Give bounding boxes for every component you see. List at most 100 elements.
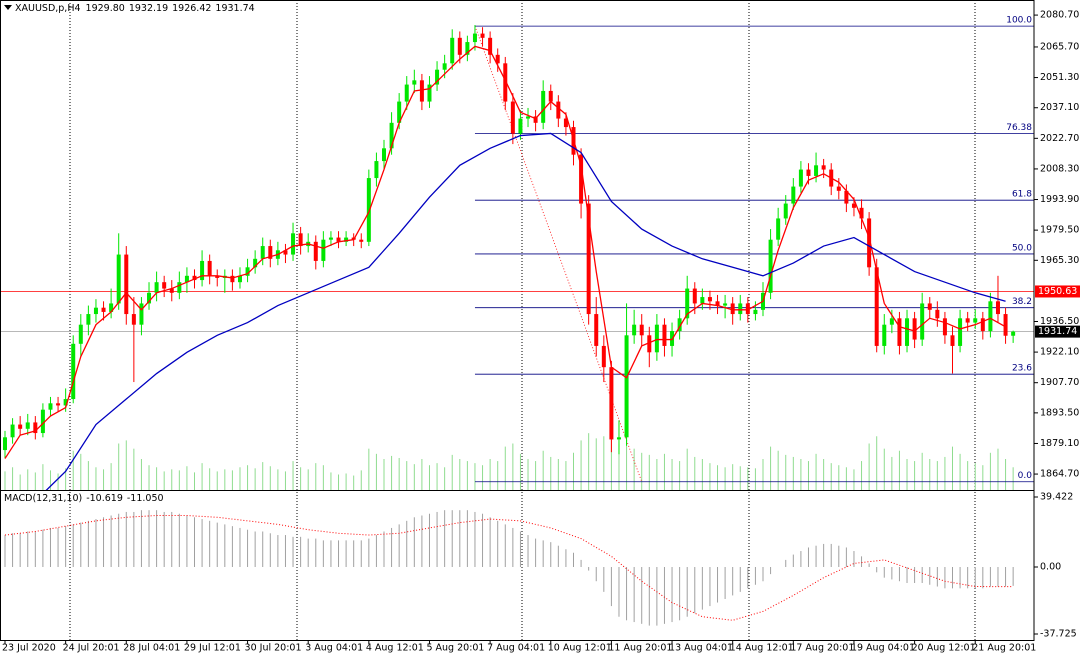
candle-body bbox=[927, 303, 932, 310]
candle-body bbox=[245, 267, 250, 276]
macd-title: MACD(12,31,10) bbox=[4, 493, 82, 504]
y-tick-label: 2051.30 bbox=[1040, 72, 1079, 83]
moving-average bbox=[4, 45, 1006, 459]
candle-body bbox=[647, 335, 652, 353]
y-tick-label: 1965.30 bbox=[1040, 255, 1079, 266]
macd-signal-value: -11.050 bbox=[127, 493, 164, 504]
candle-body bbox=[1011, 331, 1016, 336]
macd-y-tick-label: 0.00 bbox=[1040, 562, 1061, 573]
candle-body bbox=[685, 288, 690, 319]
macd-header: MACD(12,31,10) -10.619 -11.050 bbox=[4, 493, 164, 504]
candle-body bbox=[435, 69, 440, 85]
candle-body bbox=[25, 422, 30, 429]
candle-body bbox=[715, 301, 720, 306]
candle-body bbox=[874, 267, 879, 346]
candle-body bbox=[253, 258, 258, 268]
y-tick-label: 1907.70 bbox=[1040, 377, 1079, 388]
y-tick-label: 1979.50 bbox=[1040, 225, 1079, 236]
candle-body bbox=[700, 297, 705, 304]
candle-body bbox=[457, 37, 462, 55]
candle-body bbox=[920, 303, 925, 340]
candle-body bbox=[268, 246, 273, 259]
price-label-box bbox=[1035, 325, 1080, 338]
moving-average bbox=[45, 132, 1006, 490]
candle-body bbox=[692, 288, 697, 304]
candle-body bbox=[533, 116, 538, 123]
macd-frame bbox=[0, 490, 1035, 641]
candle-body bbox=[18, 424, 23, 429]
candle-body bbox=[791, 186, 796, 204]
candle-body bbox=[366, 178, 371, 242]
candle-body bbox=[586, 203, 591, 315]
candle-body bbox=[882, 324, 887, 346]
candle-body bbox=[412, 80, 417, 85]
high: 1932.19 bbox=[129, 3, 168, 14]
menu-triangle[interactable] bbox=[4, 5, 12, 10]
x-tick-label: 29 Jul 12:01 bbox=[184, 643, 241, 654]
candle-body bbox=[844, 190, 849, 204]
fib-label: 100.0 bbox=[1006, 16, 1032, 26]
price-label: 1931.74 bbox=[1038, 326, 1077, 337]
x-tick-label: 10 Aug 12:01 bbox=[548, 643, 612, 654]
candle-body bbox=[154, 282, 159, 293]
candle-body bbox=[905, 318, 910, 346]
candle-body bbox=[662, 324, 667, 346]
candle-body bbox=[632, 324, 637, 336]
candle-body bbox=[973, 318, 978, 323]
candle-body bbox=[283, 250, 288, 255]
candle-body bbox=[912, 318, 917, 340]
candle-body bbox=[162, 282, 167, 289]
candle-body bbox=[889, 318, 894, 325]
candle-body bbox=[601, 345, 606, 368]
candle-body bbox=[783, 203, 788, 219]
candle-body bbox=[609, 367, 614, 440]
candle-body bbox=[465, 42, 470, 55]
candle-body bbox=[503, 63, 508, 102]
y-tick-label: 1864.70 bbox=[1040, 469, 1079, 480]
candle-body bbox=[382, 148, 386, 162]
candle-body bbox=[541, 90, 546, 123]
candle-body bbox=[200, 260, 205, 281]
candle-body bbox=[116, 254, 121, 304]
candle-body bbox=[101, 307, 106, 312]
candle-body bbox=[389, 122, 394, 149]
candle-body bbox=[131, 314, 136, 325]
y-tick-label: 2037.10 bbox=[1040, 102, 1079, 113]
candle-body bbox=[859, 207, 864, 219]
candle-body bbox=[988, 301, 993, 332]
fib-label: 76.38 bbox=[1006, 123, 1032, 133]
macd-pane bbox=[4, 510, 1014, 626]
candle-body bbox=[86, 314, 91, 325]
candle-body bbox=[548, 90, 553, 102]
candle-body bbox=[3, 437, 7, 451]
candle-body bbox=[897, 318, 902, 346]
candle-body bbox=[510, 101, 515, 134]
candle-body bbox=[78, 324, 83, 344]
x-tick-label: 3 Aug 04:01 bbox=[305, 643, 363, 654]
candle-body bbox=[124, 254, 129, 315]
candle-body bbox=[814, 165, 819, 176]
candle-body bbox=[215, 275, 220, 278]
candle-body bbox=[594, 314, 599, 346]
fib-label: 38.2 bbox=[1012, 297, 1032, 307]
candle-body bbox=[237, 275, 242, 283]
macd-value: -10.619 bbox=[86, 493, 123, 504]
x-tick-label: 30 Jul 20:01 bbox=[245, 643, 302, 654]
open: 1929.80 bbox=[86, 3, 125, 14]
candle-body bbox=[404, 84, 409, 102]
candle-body bbox=[109, 303, 114, 312]
candle-body bbox=[639, 324, 644, 336]
x-tick-label: 19 Aug 04:01 bbox=[851, 643, 915, 654]
x-tick-label: 13 Aug 04:01 bbox=[669, 643, 733, 654]
header: XAUUSD,p,H4 1929.80 1932.19 1926.42 1931.74 bbox=[15, 3, 255, 14]
x-tick-label: 24 Jul 20:01 bbox=[63, 643, 120, 654]
x-tick-label: 20 Aug 12:01 bbox=[912, 643, 976, 654]
low: 1926.42 bbox=[172, 3, 211, 14]
x-tick-label: 23 Jul 2020 bbox=[2, 643, 56, 654]
candle-body bbox=[291, 233, 296, 255]
candle-body bbox=[768, 239, 773, 293]
x-tick-label: 17 Aug 20:01 bbox=[790, 643, 854, 654]
x-tick-label: 7 Aug 04:01 bbox=[487, 643, 545, 654]
